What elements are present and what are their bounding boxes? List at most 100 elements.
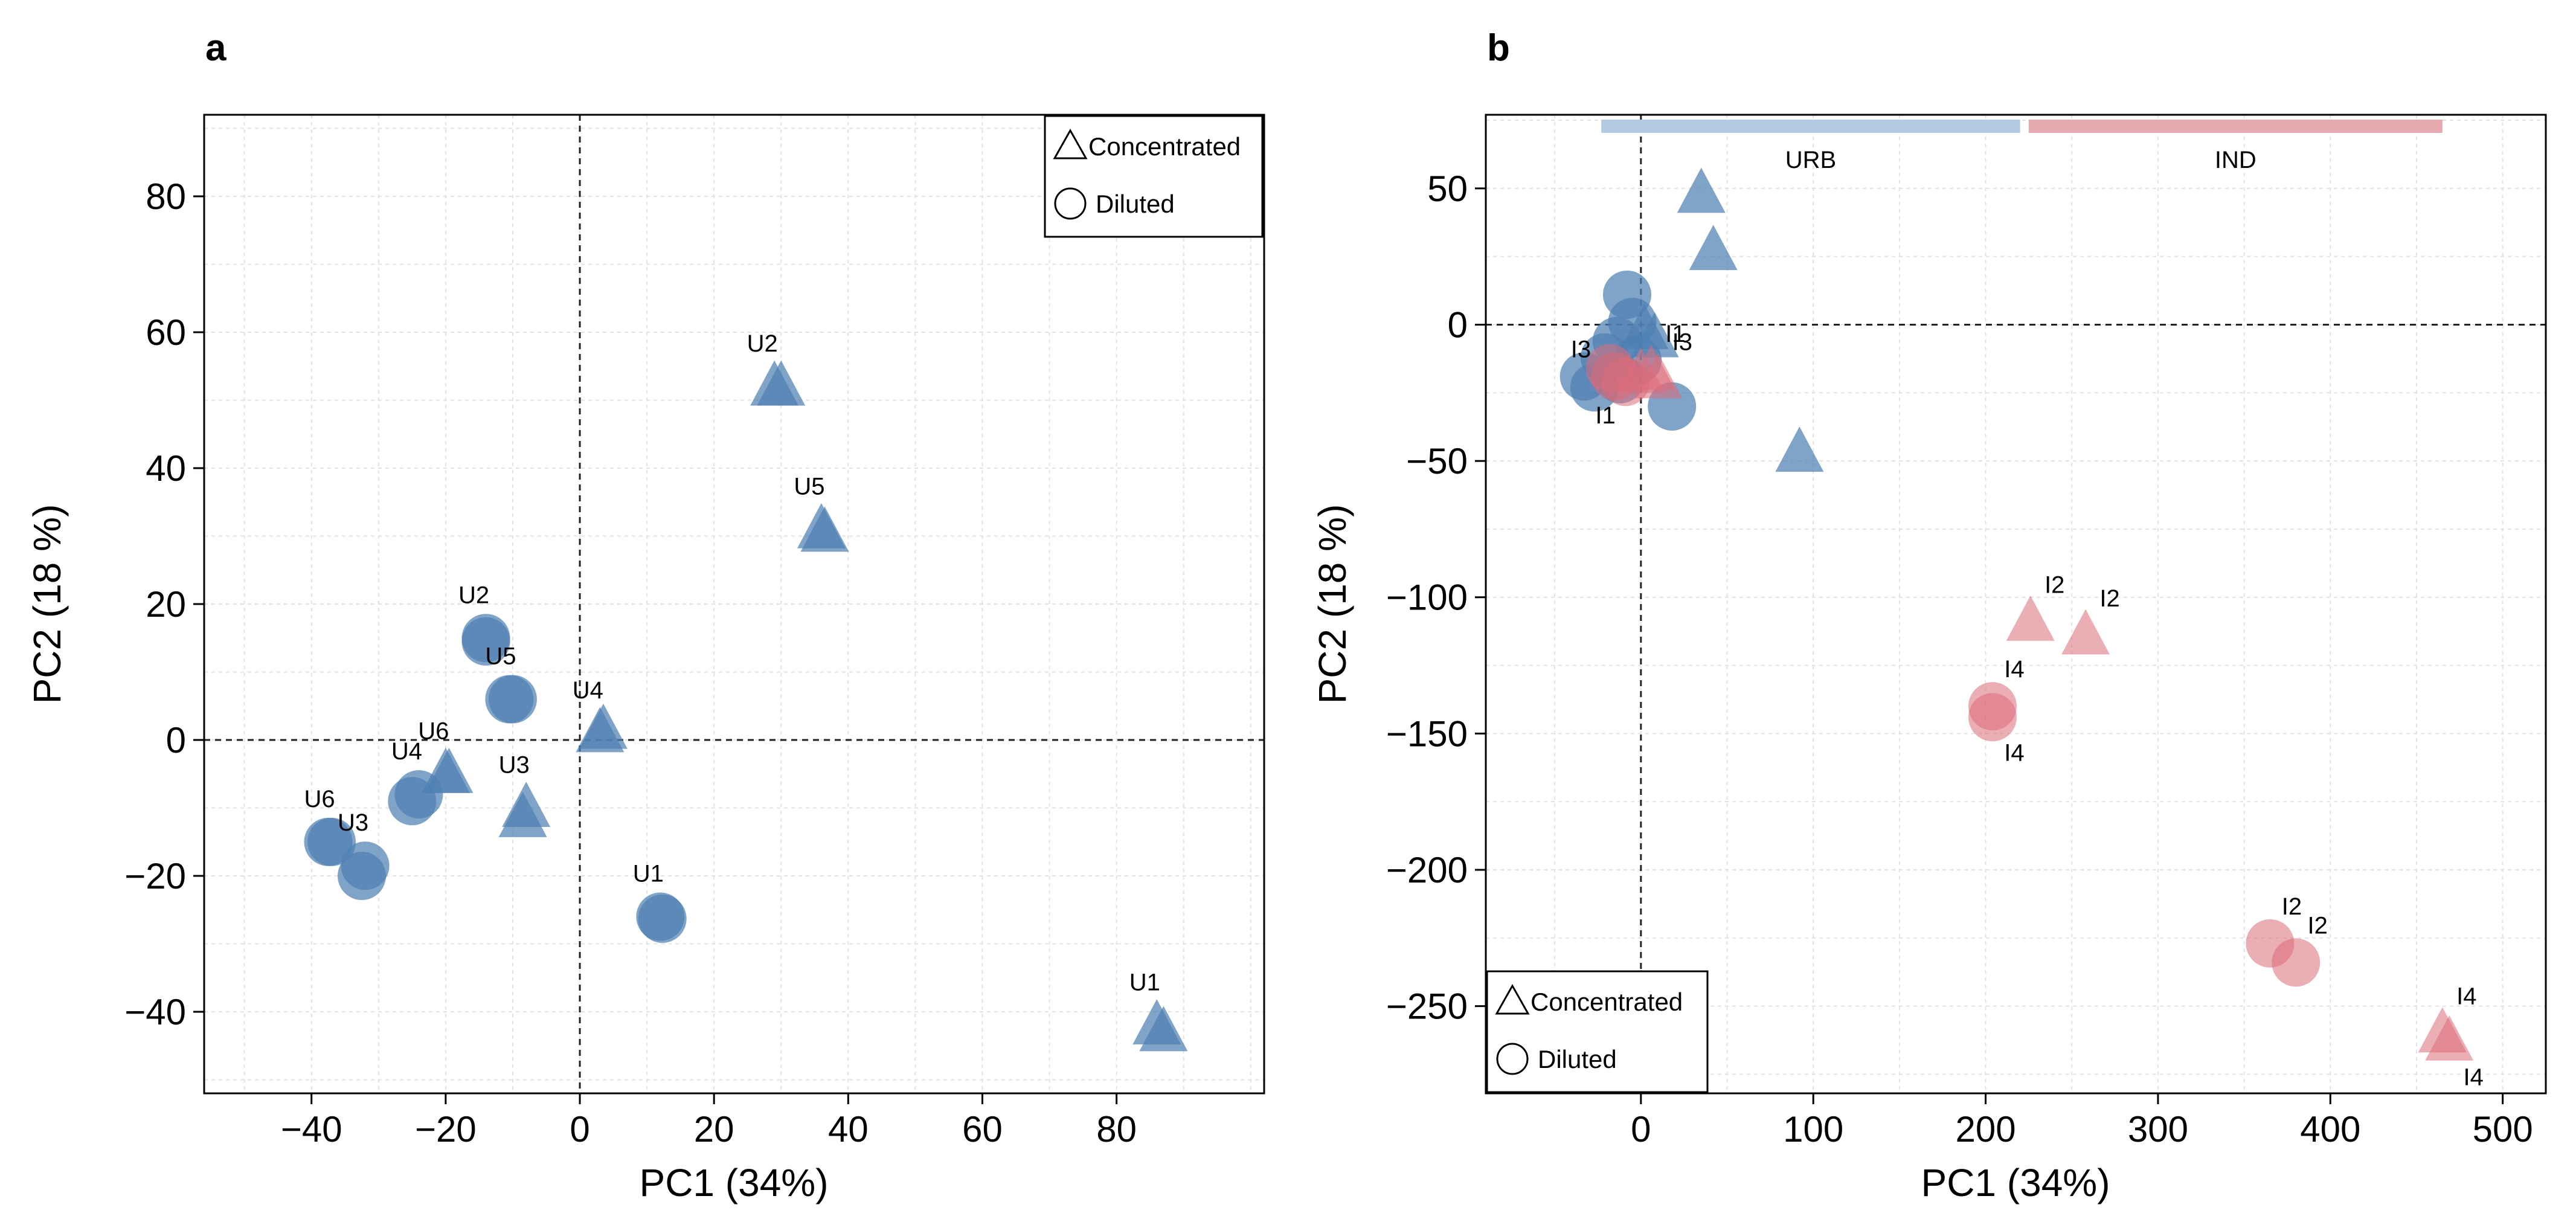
x-tick-label: 20: [694, 1109, 734, 1150]
point-label: I2: [2308, 912, 2328, 939]
x-tick-label: 0: [570, 1109, 589, 1150]
concentrated-point: [579, 703, 628, 749]
panel-a-x-axis-title: PC1 (34%): [640, 1161, 829, 1204]
point-label: I3: [1571, 336, 1591, 363]
point-label: U2: [458, 582, 489, 608]
y-tick-label: 60: [146, 312, 186, 353]
concentrated-point: [1689, 225, 1738, 271]
group-bar: [1601, 120, 2020, 133]
point-label: I4: [2456, 983, 2476, 1010]
legend-box: [1044, 115, 1264, 238]
diluted-point: [304, 817, 353, 866]
concentrated-point: [2061, 609, 2110, 655]
legend-label: Concentrated: [1531, 988, 1683, 1016]
point-label: I1: [1595, 402, 1615, 429]
panel-b-x-axis-title: PC1 (34%): [1921, 1161, 2110, 1204]
diluted-point: [338, 852, 387, 900]
x-tick-label: 500: [2473, 1109, 2533, 1150]
y-tick-label: 20: [146, 584, 186, 625]
y-tick-label: −200: [1386, 850, 1468, 890]
concentrated-point: [2006, 595, 2055, 641]
diluted-point: [1968, 693, 2017, 742]
panel-b-frame: [1485, 114, 2547, 1095]
x-tick-label: 0: [1631, 1109, 1651, 1150]
panel-b-ticks: 0 100 200 300 400 500 −250 −200 −150 −100 −50 0 50: [1386, 169, 2533, 1150]
legend-box: [1486, 970, 1709, 1093]
x-tick-label: 100: [1783, 1109, 1843, 1150]
diluted-point: [461, 617, 510, 666]
legend-circle-icon: [1054, 187, 1087, 220]
concentrated-point: [1775, 426, 1824, 472]
concentrated-point: [498, 791, 547, 837]
legend-circle-icon: [1496, 1043, 1529, 1075]
x-tick-label: 300: [2128, 1109, 2188, 1150]
point-label: I2: [2282, 893, 2302, 920]
point-label: U1: [633, 861, 664, 887]
point-label: I4: [2004, 656, 2024, 683]
legend-label: Diluted: [1538, 1045, 1617, 1073]
panel-letter-a: a: [205, 27, 226, 69]
y-tick-label: −100: [1386, 577, 1468, 618]
diluted-point: [485, 675, 534, 724]
concentrated-point: [1616, 347, 1665, 393]
panel-b-legend: Concentrated Diluted: [1486, 970, 1709, 1093]
group-bar-label: IND: [2215, 147, 2256, 173]
point-label: I4: [2464, 1064, 2484, 1090]
x-tick-label: 400: [2300, 1109, 2360, 1150]
y-tick-label: 0: [166, 720, 186, 761]
panel-b-y-axis-title: PC2 (18 %): [1311, 504, 1354, 704]
y-tick-label: −150: [1386, 713, 1468, 754]
y-tick-label: 50: [1427, 169, 1468, 209]
diluted-point: [638, 894, 687, 943]
x-tick-label: −20: [415, 1109, 477, 1150]
point-label: I1: [1665, 321, 1685, 347]
legend-triangle-icon: [1053, 128, 1088, 159]
point-label: U3: [338, 809, 368, 836]
diluted-point: [388, 777, 437, 826]
point-label: U4: [391, 738, 422, 765]
panel-a-ticks: −40 −20 0 20 40 60 80 −40 −20 0 20 40 60 80: [124, 176, 1137, 1150]
y-tick-label: −250: [1386, 986, 1468, 1027]
panel-a-legend: Concentrated Diluted: [1044, 115, 1264, 238]
concentrated-point: [1139, 1006, 1188, 1052]
legend-triangle-icon: [1495, 983, 1530, 1015]
point-label: U3: [499, 752, 530, 779]
y-tick-label: −40: [124, 992, 186, 1032]
point-label: U5: [485, 643, 516, 670]
group-bar: [2028, 120, 2443, 133]
point-label: U1: [1129, 970, 1160, 996]
legend-label: Diluted: [1096, 190, 1175, 218]
point-label: U4: [573, 677, 603, 704]
y-tick-label: −20: [124, 856, 186, 896]
concentrated-point: [757, 360, 806, 406]
x-tick-label: 80: [1096, 1109, 1137, 1150]
point-label: U5: [794, 473, 824, 500]
panel-a-grid: [204, 115, 1264, 1093]
y-tick-label: 80: [146, 176, 186, 217]
panel-a-y-axis-title: PC2 (18 %): [25, 504, 69, 704]
point-label: I4: [2004, 739, 2024, 766]
concentrated-point: [800, 506, 849, 552]
legend-label: Concentrated: [1088, 132, 1241, 161]
point-label: U2: [747, 330, 778, 357]
point-label: U6: [304, 786, 335, 812]
panel-b-group-bars: URB IND: [1601, 120, 2443, 173]
group-bar-label: URB: [1785, 147, 1836, 173]
point-label: I2: [2044, 571, 2064, 598]
y-tick-label: 40: [146, 448, 186, 489]
point-label: I2: [2099, 585, 2119, 612]
x-tick-label: 200: [1956, 1109, 2016, 1150]
x-tick-label: −40: [281, 1109, 342, 1150]
diluted-point: [2272, 938, 2321, 987]
concentrated-point: [1677, 167, 1726, 213]
y-tick-label: 0: [1448, 304, 1468, 345]
x-tick-label: 60: [962, 1109, 1003, 1150]
point-label: I3: [1672, 329, 1692, 356]
x-tick-label: 40: [828, 1109, 869, 1150]
point-label: U6: [418, 718, 449, 744]
panel-letter-b: b: [1487, 27, 1510, 69]
panel-b-grid: [1486, 115, 2546, 1093]
